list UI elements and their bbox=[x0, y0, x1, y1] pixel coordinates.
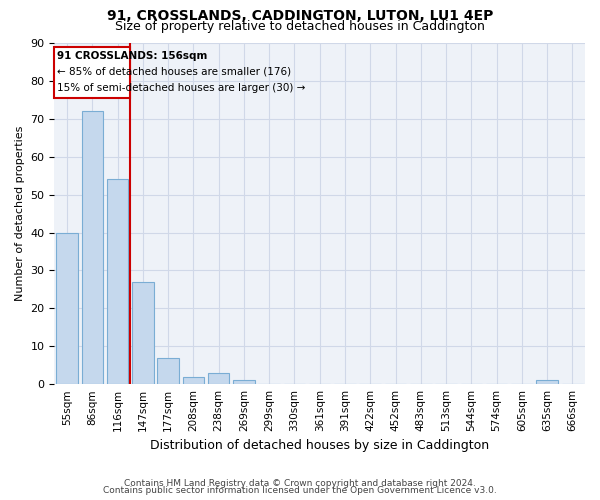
Bar bbox=[233, 380, 254, 384]
Bar bbox=[56, 232, 78, 384]
Text: 91 CROSSLANDS: 156sqm: 91 CROSSLANDS: 156sqm bbox=[58, 50, 208, 60]
Text: Contains HM Land Registry data © Crown copyright and database right 2024.: Contains HM Land Registry data © Crown c… bbox=[124, 478, 476, 488]
Bar bbox=[182, 376, 204, 384]
Text: Contains public sector information licensed under the Open Government Licence v3: Contains public sector information licen… bbox=[103, 486, 497, 495]
Bar bbox=[208, 373, 229, 384]
Text: ← 85% of detached houses are smaller (176): ← 85% of detached houses are smaller (17… bbox=[58, 67, 292, 77]
Bar bbox=[107, 180, 128, 384]
X-axis label: Distribution of detached houses by size in Caddington: Distribution of detached houses by size … bbox=[150, 440, 489, 452]
Bar bbox=[132, 282, 154, 384]
Y-axis label: Number of detached properties: Number of detached properties bbox=[15, 126, 25, 302]
Bar bbox=[157, 358, 179, 384]
Bar bbox=[536, 380, 558, 384]
Bar bbox=[55, 47, 130, 98]
Text: 91, CROSSLANDS, CADDINGTON, LUTON, LU1 4EP: 91, CROSSLANDS, CADDINGTON, LUTON, LU1 4… bbox=[107, 9, 493, 23]
Text: Size of property relative to detached houses in Caddington: Size of property relative to detached ho… bbox=[115, 20, 485, 33]
Text: 15% of semi-detached houses are larger (30) →: 15% of semi-detached houses are larger (… bbox=[58, 83, 306, 93]
Bar bbox=[82, 111, 103, 384]
